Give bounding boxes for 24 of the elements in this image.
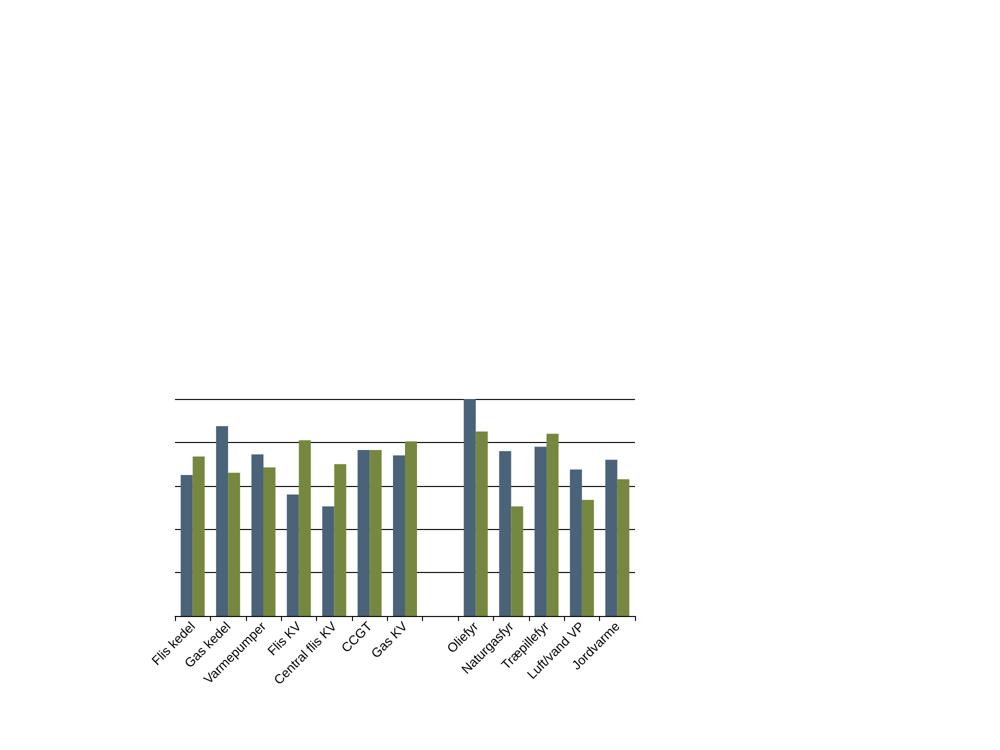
bar	[298, 440, 311, 616]
bar	[570, 470, 582, 616]
bar	[322, 506, 334, 616]
bar	[511, 506, 524, 616]
bar	[405, 441, 417, 616]
bar	[263, 467, 276, 616]
bar	[546, 434, 559, 616]
bar	[358, 450, 370, 616]
bar	[464, 399, 476, 616]
bar	[251, 454, 264, 616]
bar	[476, 432, 488, 616]
bar	[180, 474, 193, 616]
bar	[216, 426, 228, 616]
bar	[334, 464, 346, 616]
bar	[534, 446, 547, 616]
bar	[582, 500, 594, 616]
bar	[617, 479, 630, 616]
bar	[228, 472, 240, 616]
bar	[499, 451, 512, 616]
bar	[286, 494, 299, 616]
bar	[393, 455, 405, 616]
bar	[605, 460, 618, 616]
bar	[192, 456, 205, 616]
bar	[370, 450, 382, 616]
